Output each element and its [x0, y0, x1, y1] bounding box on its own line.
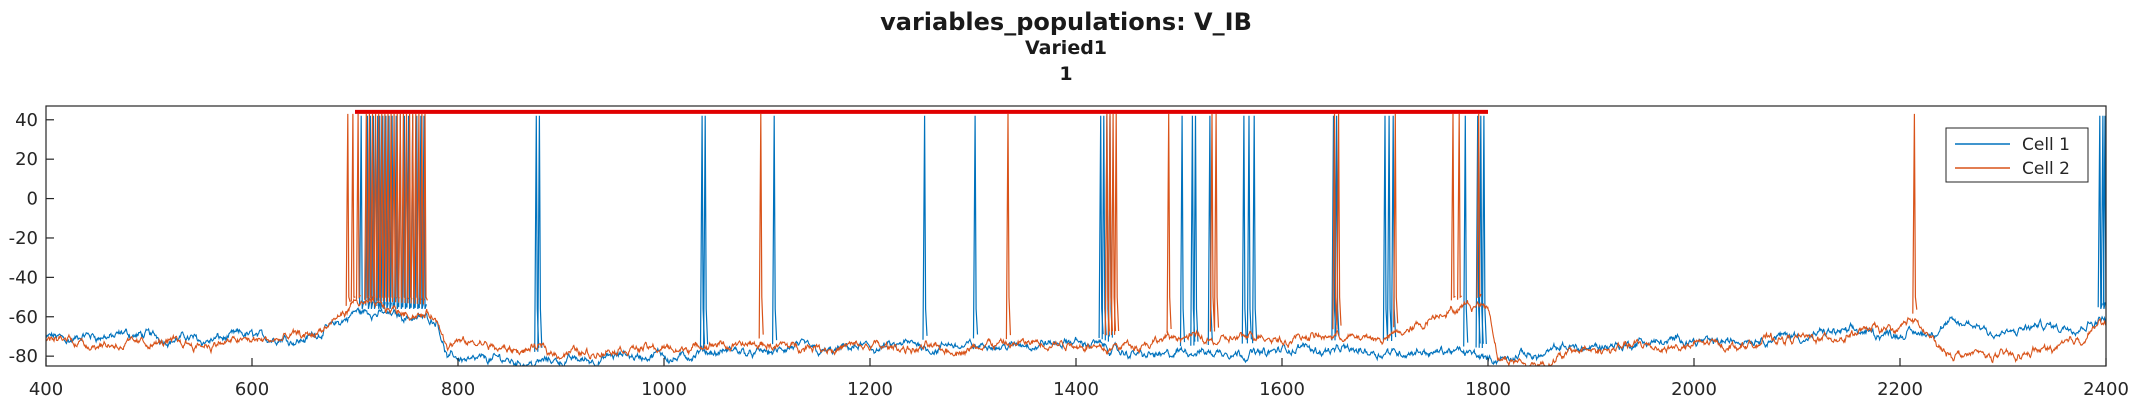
spike-cell-2 — [1332, 113, 1338, 330]
spike-cell-1 — [1246, 115, 1252, 344]
spike-cell-1 — [2097, 115, 2103, 310]
x-tick-label: 1000 — [641, 379, 687, 400]
spike-cell-2 — [1476, 113, 1482, 298]
y-tick-label: -40 — [9, 267, 38, 288]
legend-label-cell-2: Cell 2 — [2022, 159, 2070, 179]
spike-cell-1 — [359, 115, 365, 310]
x-tick-label: 1600 — [1259, 379, 1305, 400]
spike-cell-2 — [1114, 113, 1120, 335]
y-axis: -80 -60 -40 -20 0 20 40 — [9, 110, 54, 367]
spike-cell-1 — [1463, 115, 1469, 347]
spike-cell-2 — [1393, 113, 1399, 328]
x-tick-label: 2000 — [1671, 379, 1717, 400]
x-tick-label: 1800 — [1465, 379, 1511, 400]
x-tick-label: 1400 — [1053, 379, 1099, 400]
spike-cell-1 — [1252, 115, 1258, 344]
y-tick-label: -60 — [9, 307, 38, 328]
x-tick-label: 2200 — [1877, 379, 1923, 400]
spike-cell-2 — [1213, 113, 1220, 332]
legend-box — [1945, 127, 2089, 183]
spike-cell-1 — [1241, 115, 1247, 344]
spike-cell-2 — [345, 113, 351, 306]
spike-cell-1 — [703, 115, 709, 349]
chart-subsubtitle: 1 — [1059, 63, 1072, 85]
spike-cell-2 — [350, 113, 356, 302]
x-tick-label: 800 — [441, 379, 475, 400]
x-tick-label: 1200 — [847, 379, 893, 400]
x-tick-label: 600 — [235, 379, 269, 400]
spike-cell-2 — [1166, 113, 1172, 333]
series-layer — [46, 113, 2106, 366]
spike-cell-1 — [1334, 115, 1340, 341]
spike-cell-2 — [355, 113, 361, 300]
spike-cell-1 — [1481, 115, 1487, 349]
spike-cell-1 — [1179, 115, 1186, 347]
y-tick-label: 20 — [15, 149, 38, 170]
y-tick-label: 0 — [27, 189, 38, 210]
series-baseline-2 — [46, 295, 2106, 366]
spike-cell-1 — [1382, 115, 1388, 341]
legend-label-cell-1: Cell 1 — [2022, 135, 2070, 155]
spike-cell-1 — [922, 115, 928, 340]
legend: Cell 1 Cell 2 — [1945, 127, 2089, 183]
spike-cell-2 — [1336, 113, 1342, 330]
x-axis: 400 600 800 1000 1200 1400 1600 1800 2000 2200 240… — [29, 358, 2129, 400]
spike-cell-2 — [1450, 113, 1456, 301]
spike-cell-1 — [1391, 115, 1397, 342]
spike-cell-1 — [1386, 115, 1393, 341]
spike-cell-1 — [772, 115, 778, 345]
y-tick-label: -80 — [9, 346, 38, 367]
spike-cell-1 — [1207, 115, 1213, 346]
x-tick-label: 2400 — [2083, 379, 2129, 400]
x-tick-label: 400 — [29, 379, 63, 400]
spike-cell-2 — [422, 113, 428, 305]
spike-cell-2 — [1005, 113, 1011, 340]
chart-subtitle: Varied1 — [1025, 37, 1107, 59]
spike-cell-2 — [1457, 113, 1462, 300]
y-tick-label: 40 — [15, 110, 38, 131]
spike-cell-2 — [1209, 113, 1215, 332]
spike-cell-2 — [758, 113, 764, 339]
spike-cell-1 — [2100, 115, 2106, 310]
spike-cell-1 — [537, 115, 543, 352]
y-tick-label: -20 — [9, 228, 38, 249]
spike-cell-1 — [972, 115, 979, 339]
chart-title: variables_populations: V_IB — [880, 8, 1252, 36]
spike-cell-2 — [1912, 113, 1918, 314]
spike-cell-1 — [1193, 115, 1199, 346]
